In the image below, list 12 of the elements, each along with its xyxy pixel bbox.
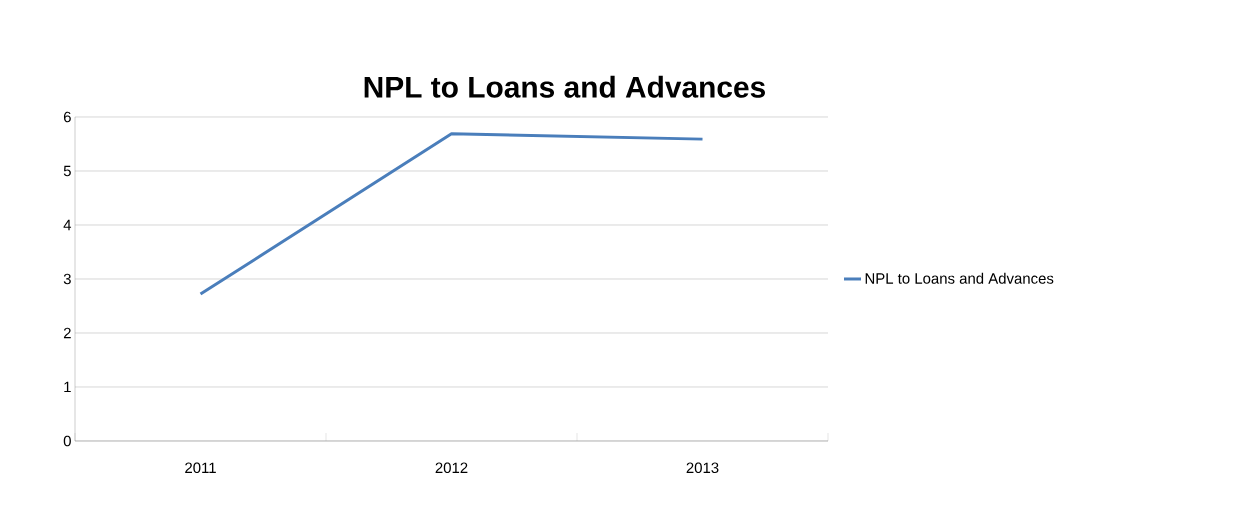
y-tick-label: 5 — [63, 165, 71, 177]
y-tick-label: 3 — [63, 273, 71, 285]
chart-title: NPL to Loans and Advances — [364, 75, 765, 98]
y-tick-label: 0 — [63, 435, 71, 447]
legend-label: NPL to Loans and Advances — [865, 272, 1054, 284]
x-tick-label: 2013 — [686, 462, 719, 474]
x-tick-label: 2011 — [185, 462, 216, 474]
y-tick-label: 4 — [63, 219, 72, 231]
y-tick-label: 1 — [64, 381, 71, 393]
y-tick-label: 2 — [63, 327, 71, 339]
y-tick-label: 6 — [63, 111, 71, 123]
x-tick-label: 2012 — [435, 462, 468, 474]
